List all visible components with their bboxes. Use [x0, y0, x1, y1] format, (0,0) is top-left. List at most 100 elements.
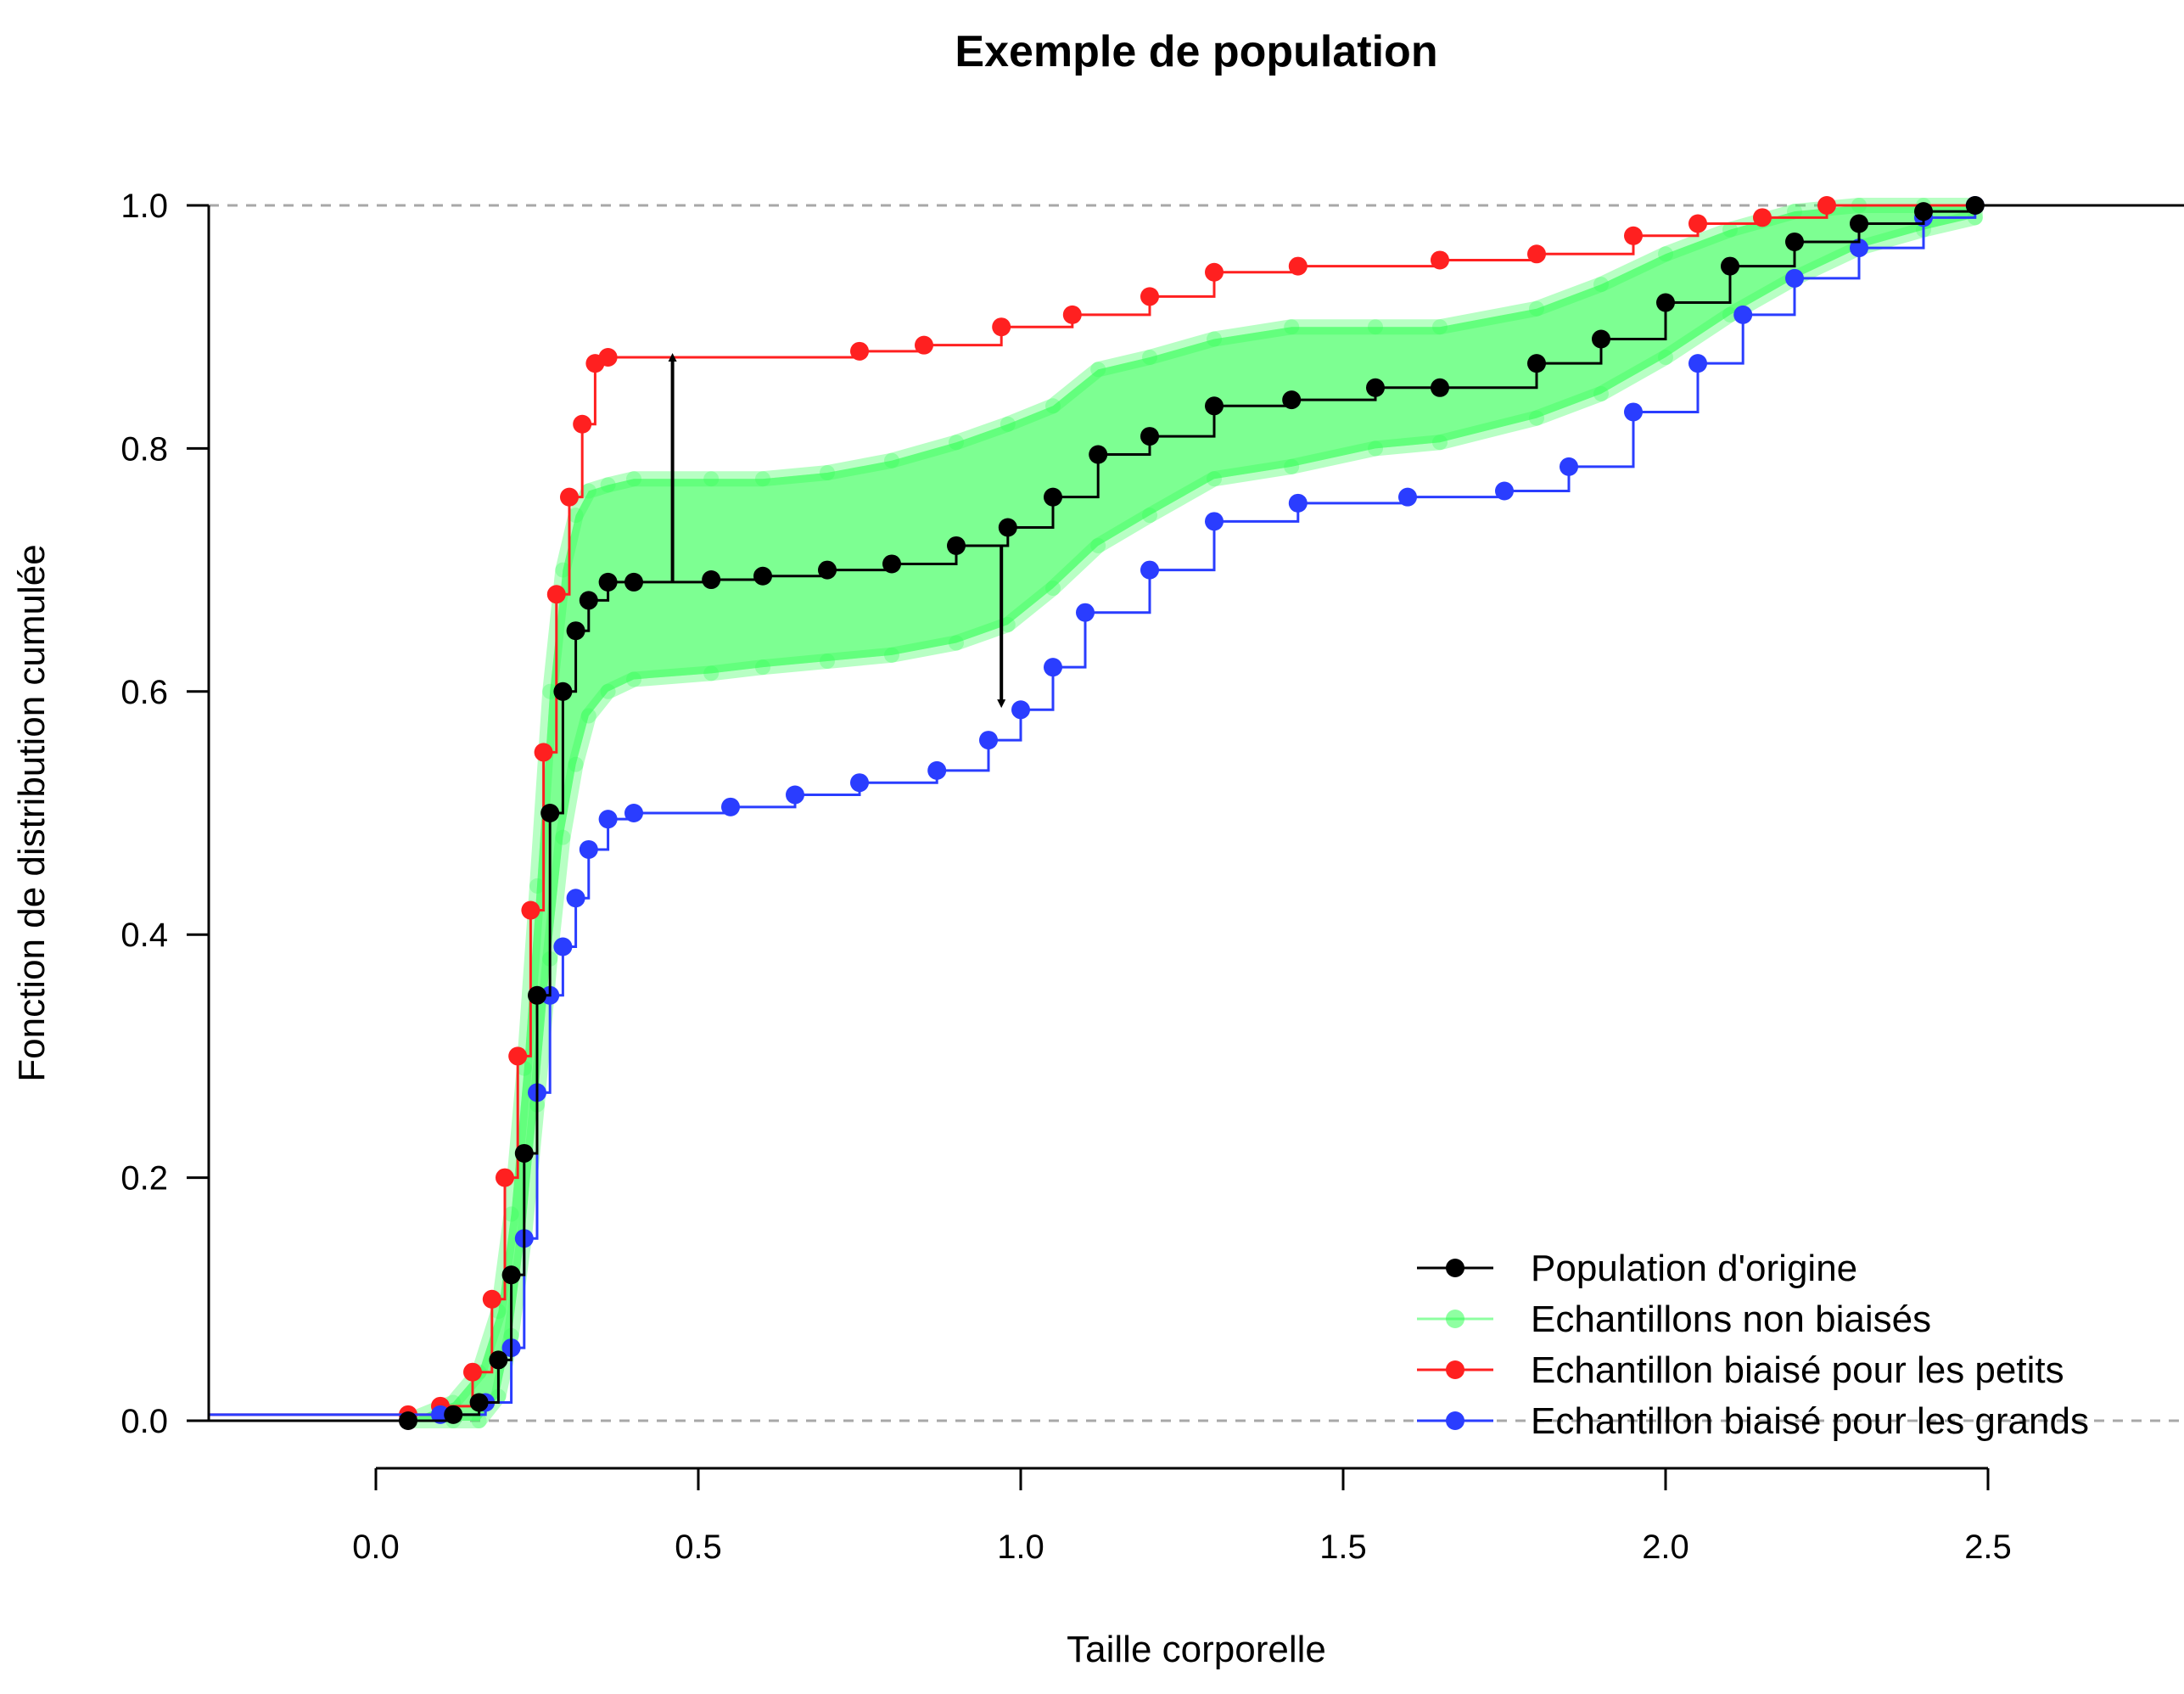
- legend-marker-0: [1446, 1259, 1464, 1277]
- series-biased-small-point-13: [850, 341, 869, 361]
- series-biased-small-point-24: [1753, 208, 1772, 227]
- legend-marker-3: [1446, 1411, 1464, 1430]
- series-population-point-29: [1721, 256, 1739, 276]
- unbiased-lower-point-22: [1207, 471, 1222, 487]
- series-biased-large-point-27: [1733, 305, 1753, 324]
- unbiased-upper-point-14: [755, 471, 770, 487]
- y-tick-label-1: 0.2: [120, 1160, 168, 1198]
- series-population-point-21: [1140, 427, 1159, 446]
- unbiased-upper-point-28: [1658, 246, 1673, 262]
- series-population-point-20: [1089, 445, 1108, 464]
- unbiased-upper-point-26: [1529, 300, 1544, 317]
- annotation-arrows: [668, 353, 1006, 709]
- unbiased-upper-point-30: [1787, 204, 1802, 220]
- series-population-point-10: [579, 591, 598, 610]
- unbiased-lower-point-15: [820, 653, 835, 669]
- series-population-point-8: [553, 682, 573, 701]
- unbiased-lower-point-9: [568, 756, 584, 772]
- unbiased-upper-point-20: [1090, 362, 1106, 378]
- y-axis-ticks: 0.0 0.2 0.4 0.6 0.8 1.0: [120, 188, 209, 1440]
- series-biased-large-point-28: [1785, 268, 1804, 288]
- unbiased-lower-point-10: [580, 708, 596, 724]
- unbiased-lower-point-23: [1284, 458, 1300, 474]
- unbiased-lower-point-20: [1090, 537, 1106, 553]
- series-population-point-9: [566, 621, 585, 641]
- unbiased-lower-point-28: [1658, 350, 1673, 365]
- x-tick-label-2: 1.0: [997, 1529, 1044, 1566]
- series-biased-large-point-13: [850, 773, 869, 793]
- unbiased-upper-point-8: [555, 562, 571, 578]
- legend-label-3: Echantillon biaisé pour les grands: [1531, 1400, 2089, 1442]
- series-biased-small-point-2: [463, 1362, 482, 1382]
- unbiased-lower-point-29: [1722, 306, 1738, 323]
- x-tick-label-5: 2.5: [1964, 1529, 2012, 1566]
- series-population-point-23: [1282, 390, 1302, 410]
- series-biased-large-point-16: [1011, 700, 1030, 720]
- x-tick-label-0: 0.0: [352, 1529, 400, 1566]
- y-tick-label-3: 0.6: [120, 674, 168, 711]
- series-population-point-22: [1205, 396, 1224, 416]
- series-biased-large-point-6: [553, 937, 573, 956]
- unbiased-lower-point-19: [1045, 581, 1061, 597]
- series-population-point-6: [528, 985, 546, 1005]
- unbiased-lower-point-27: [1593, 385, 1609, 401]
- series-population-point-19: [1044, 487, 1062, 507]
- series-biased-large-point-8: [579, 839, 598, 859]
- series-biased-large-point-29: [1850, 238, 1868, 258]
- series-biased-large-point-24: [1560, 457, 1578, 476]
- unbiased-lower-point-16: [884, 647, 899, 663]
- y-tick-label-2: 0.4: [120, 917, 168, 954]
- series-biased-large-point-22: [1398, 487, 1417, 507]
- unbiased-upper-point-11: [600, 477, 616, 493]
- chart-title: Exemple de population: [955, 27, 1437, 76]
- series-biased-large-point-15: [979, 731, 998, 750]
- unbiased-upper-point-15: [820, 465, 835, 481]
- series-population-point-31: [1850, 214, 1868, 233]
- unbiased-lower-point-21: [1142, 508, 1157, 524]
- series-population-point-25: [1431, 378, 1449, 397]
- series-biased-small-point-25: [1817, 196, 1836, 215]
- unbiased-lower-point-8: [555, 829, 571, 845]
- unbiased-lower-point-24: [1368, 440, 1383, 457]
- unbiased-upper-point-16: [884, 452, 899, 468]
- series-biased-large-point-21: [1288, 493, 1308, 513]
- series-population-point-2: [469, 1393, 489, 1412]
- series-biased-small-point-16: [1062, 305, 1082, 324]
- unbiased-lower-point-14: [755, 659, 770, 676]
- series-biased-large-point-11: [721, 797, 740, 816]
- series-population-point-11: [598, 572, 618, 592]
- series-population-point-27: [1592, 329, 1610, 349]
- series-biased-small-point-4: [496, 1168, 514, 1187]
- series-population-point-26: [1527, 354, 1546, 373]
- unbiased-upper-point-19: [1045, 398, 1061, 414]
- series-biased-small-point-7: [534, 743, 553, 762]
- unbiased-upper-point-12: [626, 471, 641, 487]
- series-biased-large-line: [209, 204, 2184, 1416]
- series-biased-large-point-9: [598, 810, 618, 829]
- unbiased-upper-point-17: [949, 435, 964, 451]
- series-biased-small-point-9: [560, 487, 579, 507]
- series-biased-small-point-10: [573, 414, 592, 434]
- series-biased-large-point-7: [566, 889, 585, 908]
- series-population-point-4: [501, 1265, 521, 1285]
- unbiased-lower-point-2: [471, 1413, 487, 1428]
- series-population-point-33: [1965, 196, 1985, 215]
- series-population-point-32: [1914, 202, 1933, 222]
- unbiased-band-area: [408, 205, 1975, 1421]
- series-biased-small-point-12: [598, 348, 618, 367]
- unbiased-upper-point-9: [568, 508, 584, 524]
- legend-marker-2: [1446, 1360, 1464, 1379]
- series-biased-large-point-25: [1624, 402, 1643, 422]
- y-tick-label-5: 1.0: [120, 188, 168, 225]
- series-biased-small-point-17: [1140, 287, 1159, 306]
- unbiased-upper-point-4: [503, 1206, 519, 1222]
- unbiased-upper-point-10: [580, 483, 596, 499]
- unbiased-lower-point-25: [1432, 435, 1448, 451]
- unbiased-lower-point-11: [600, 683, 616, 699]
- series-biased-small-point-6: [521, 900, 540, 920]
- series-population-point-12: [624, 572, 643, 592]
- series-biased-small-point-3: [482, 1289, 501, 1309]
- unbiased-upper-point-25: [1432, 319, 1448, 335]
- series-layer: [209, 196, 2184, 1430]
